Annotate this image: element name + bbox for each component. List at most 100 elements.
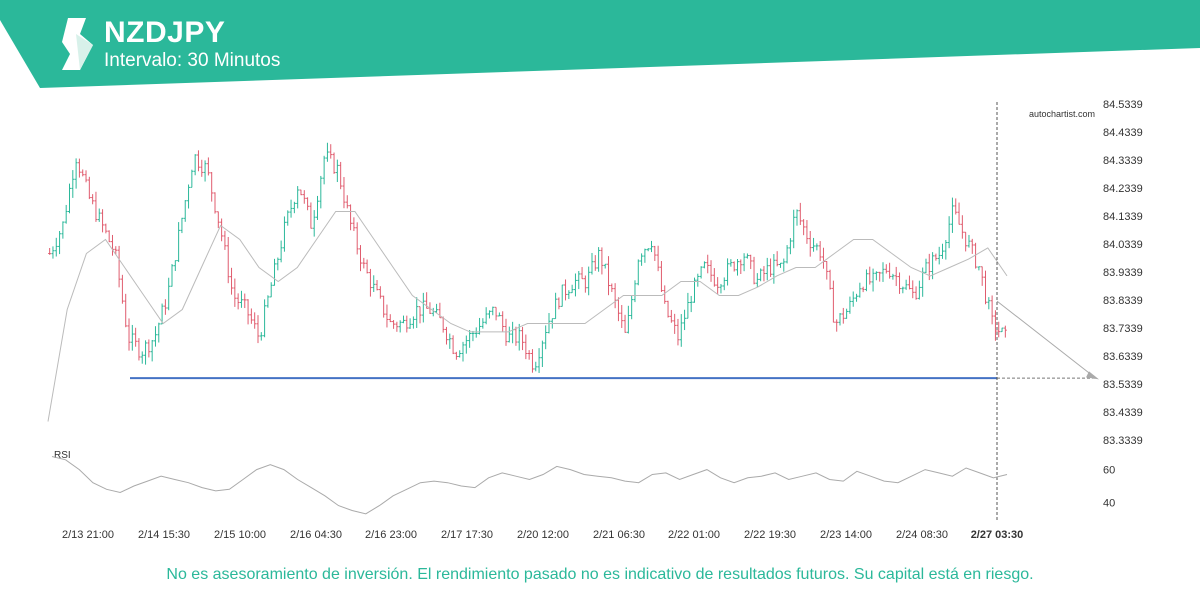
y-tick-label: 84.0339 [1103, 239, 1143, 251]
ohlc-bar [646, 248, 650, 252]
y-tick-label: 83.7339 [1103, 323, 1143, 335]
ohlc-bar [67, 183, 71, 214]
ohlc-bar [769, 258, 773, 277]
ohlc-bar [894, 266, 898, 287]
ohlc-bar [633, 280, 637, 303]
ohlc-bar [941, 243, 945, 259]
ohlc-bar [960, 215, 964, 239]
ohlc-bar [345, 195, 349, 209]
ohlc-bar [524, 334, 528, 360]
ohlc-bar [309, 202, 313, 229]
ohlc-bar [48, 247, 52, 255]
ohlc-bar [967, 234, 971, 248]
ohlc-bar [322, 155, 326, 185]
ohlc-bar [855, 293, 859, 302]
ohlc-bar [514, 326, 518, 346]
ohlc-bar [851, 291, 855, 307]
ohlc-bar [395, 321, 399, 332]
ohlc-bar [904, 279, 908, 290]
ohlc-bar [573, 273, 577, 297]
ohlc-bar [401, 315, 405, 324]
ohlc-bar [134, 327, 138, 347]
y-tick-label: 84.3339 [1103, 155, 1143, 167]
ohlc-bar [587, 266, 591, 296]
rsi-tick-label: 60 [1103, 465, 1115, 477]
x-tick-label: 2/23 14:00 [820, 529, 872, 541]
ohlc-bar [210, 172, 214, 202]
ohlc-bar [120, 274, 124, 304]
ohlc-bar [375, 280, 379, 291]
x-axis: 2/13 21:00 2/14 15:30 2/15 10:00 2/16 04:30… [62, 529, 1023, 541]
ohlc-bar [818, 241, 822, 261]
ohlc-bar [183, 200, 187, 222]
y-tick-label: 84.5339 [1103, 99, 1143, 111]
ohlc-bar [474, 327, 478, 338]
ohlc-bar [812, 237, 816, 252]
ohlc-bar [405, 315, 409, 333]
symbol-title: NZDJPY [104, 16, 226, 49]
ohlc-bar [560, 284, 564, 307]
ohlc-bar [461, 341, 465, 362]
ohlc-bar [213, 192, 217, 214]
ohlc-bar [388, 314, 392, 323]
ohlc-bar [418, 306, 422, 324]
ohlc-bar [702, 261, 706, 269]
ohlc-bar [411, 316, 415, 329]
ohlc-bar [898, 272, 902, 294]
ohlc-bar [600, 247, 604, 275]
ohlc-bar [557, 297, 561, 310]
ohlc-bar [124, 293, 128, 328]
ohlc-bar [907, 275, 911, 290]
ohlc-bar [1003, 325, 1007, 338]
ohlc-bar [243, 293, 247, 309]
ohlc-bar [458, 350, 462, 358]
ohlc-bar [279, 240, 283, 263]
ohlc-bar [712, 268, 716, 287]
x-tick-label: 2/14 15:30 [138, 529, 190, 541]
ohlc-bar [716, 277, 720, 294]
ohlc-bar [160, 303, 164, 325]
ohlc-bar [71, 170, 75, 198]
ohlc-bar [187, 184, 191, 209]
header-banner: NZDJPY Intervalo: 30 Minutos [0, 0, 1200, 90]
ohlc-bar [97, 208, 101, 222]
ohlc-bar [554, 292, 558, 320]
ohlc-bar [110, 234, 114, 256]
ohlc-bar [815, 243, 819, 251]
x-tick-label: 2/16 23:00 [365, 529, 417, 541]
ohlc-bar [917, 280, 921, 300]
ohlc-bar [312, 210, 316, 237]
ohlc-bar [540, 340, 544, 367]
ohlc-bar [719, 283, 723, 294]
ohlc-bar [699, 266, 703, 279]
ohlc-bar [114, 246, 118, 255]
ohlc-bar [51, 246, 55, 259]
ohlc-bar [534, 361, 538, 372]
ohlc-bar [349, 204, 353, 231]
ohlc-bar [484, 307, 488, 325]
ohlc-bar [752, 256, 756, 285]
ohlc-bar [901, 286, 905, 294]
ohlc-bar [163, 299, 167, 315]
ohlc-bar [570, 284, 574, 294]
ohlc-bar [74, 158, 78, 189]
ohlc-bar [666, 300, 670, 318]
ohlc-bar [292, 201, 296, 214]
ohlc-bar [299, 189, 303, 196]
ohlc-bar [805, 220, 809, 244]
ohlc-bar [656, 245, 660, 272]
ohlc-bar [745, 253, 749, 259]
ohlc-bar [435, 303, 439, 313]
ohlc-bar [891, 273, 895, 280]
x-tick-label: 2/24 08:30 [896, 529, 948, 541]
ohlc-bar [643, 248, 647, 263]
ohlc-bar [81, 169, 85, 177]
ohlc-bar [1000, 327, 1004, 333]
ohlc-bar [177, 222, 181, 263]
ohlc-bar [735, 258, 739, 276]
ohlc-bar [765, 257, 769, 281]
ohlc-bar [583, 275, 587, 293]
ohlc-bar [987, 297, 991, 310]
ohlc-bar [180, 217, 184, 234]
ohlc-bar [861, 286, 865, 293]
